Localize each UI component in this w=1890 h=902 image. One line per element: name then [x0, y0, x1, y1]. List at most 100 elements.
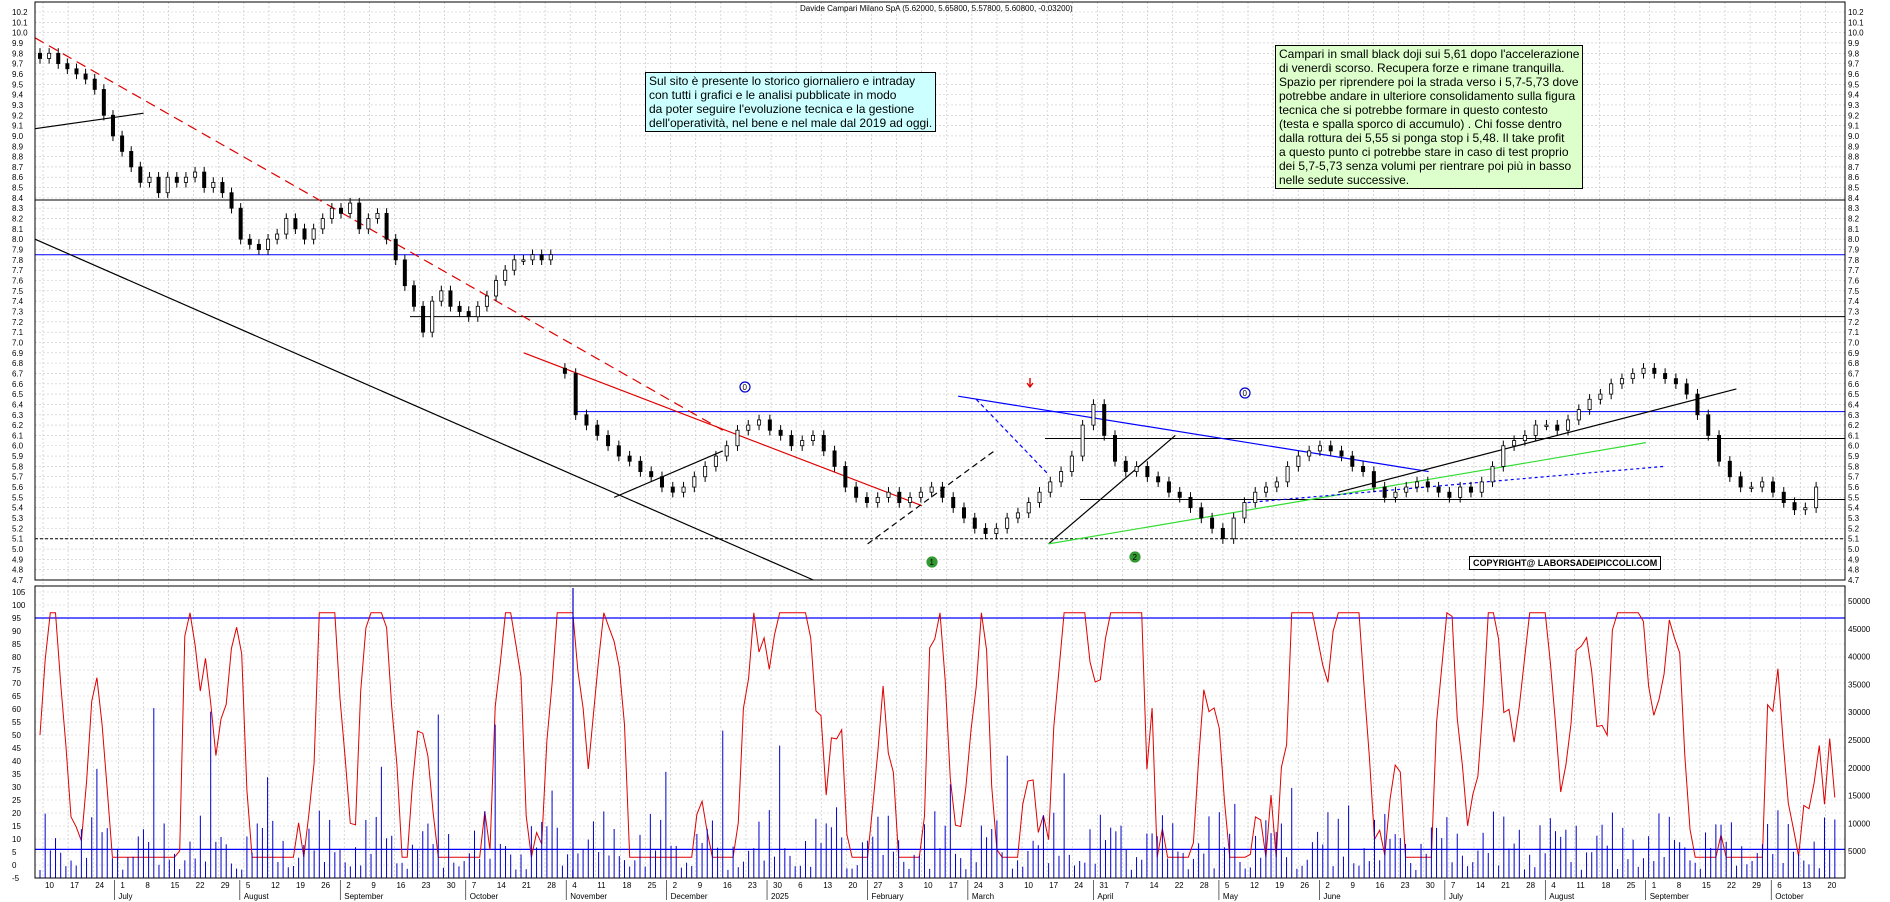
price-tick-label: 5.8 — [12, 462, 24, 471]
candle-body — [1048, 481, 1053, 493]
candle-body — [724, 445, 729, 457]
candle-body — [951, 496, 956, 509]
price-tick-label: 8.1 — [12, 225, 24, 234]
candle-body — [1145, 465, 1150, 478]
candle-body — [1760, 481, 1765, 488]
volume-tick-label: 25000 — [1848, 736, 1871, 745]
x-month-label: October — [1775, 892, 1804, 901]
candle-body — [1533, 424, 1538, 436]
candle-body — [1576, 409, 1581, 421]
x-tick-label: 3 — [999, 881, 1004, 890]
candle-body — [357, 202, 362, 230]
candle-body — [1231, 517, 1236, 540]
candle-body — [1468, 486, 1473, 493]
candle-body — [65, 63, 70, 70]
x-tick-label: 4 — [1551, 881, 1556, 890]
oscillator-line — [39, 611, 1836, 858]
x-tick-label: 19 — [296, 881, 305, 890]
candle-body — [110, 114, 115, 137]
osc-tick-label: 40 — [12, 757, 21, 766]
annotation-marker — [1129, 551, 1141, 563]
candle-body — [1479, 481, 1484, 493]
candle-body — [562, 367, 567, 374]
candle-body — [430, 300, 435, 333]
candle-body — [897, 491, 902, 503]
x-tick-label: 20 — [1827, 881, 1836, 890]
x-tick-label: 13 — [1802, 881, 1811, 890]
candle-body — [1328, 445, 1333, 452]
trend-line — [1048, 442, 1647, 545]
x-tick-label: 22 — [1175, 881, 1184, 890]
x-month-label: October — [470, 892, 499, 901]
price-tick-label: 8.4 — [12, 194, 24, 203]
candle-body — [789, 435, 794, 447]
price-tick-label: 6.1 — [12, 431, 24, 440]
trend-line — [1247, 465, 1665, 504]
price-tick-label: 10.2 — [1848, 8, 1864, 17]
price-tick-label: 6.9 — [1848, 349, 1860, 358]
price-tick-label: 8.7 — [1848, 163, 1860, 172]
price-tick-label: 6.3 — [12, 411, 24, 420]
osc-tick-label: 90 — [12, 627, 21, 636]
price-tick-label: 5.0 — [1848, 545, 1860, 554]
osc-tick-label: 35 — [12, 770, 21, 779]
candle-body — [92, 78, 97, 90]
candle-body — [606, 435, 611, 447]
x-tick-label: 16 — [723, 881, 732, 890]
price-tick-label: 10.2 — [12, 8, 28, 17]
x-tick-label: 9 — [1350, 881, 1355, 890]
price-tick-label: 6.7 — [12, 369, 24, 378]
price-tick-label: 8.1 — [1848, 225, 1860, 234]
candle-body — [1652, 367, 1657, 374]
candle-body — [1188, 496, 1193, 509]
osc-tick-label: 15 — [12, 822, 21, 831]
candle-body — [147, 176, 152, 183]
candle-body — [1544, 424, 1549, 427]
price-tick-label: 9.8 — [1848, 49, 1860, 58]
osc-tick-label: 80 — [12, 653, 21, 662]
osc-tick-label: 30 — [12, 783, 21, 792]
price-tick-label: 4.9 — [1848, 555, 1860, 564]
candle-body — [1339, 450, 1344, 457]
candle-body — [649, 471, 654, 478]
trend-line — [1048, 434, 1176, 545]
candle-body — [638, 460, 643, 472]
volume-tick-label: 40000 — [1848, 653, 1871, 662]
volume-tick-label: 5000 — [1848, 847, 1866, 856]
x-tick-label: 28 — [547, 881, 556, 890]
candle-body — [929, 486, 934, 493]
x-tick-label: 5 — [1225, 881, 1230, 890]
price-tick-label: 4.7 — [12, 576, 24, 585]
price-tick-label: 7.9 — [1848, 246, 1860, 255]
price-tick-label: 8.9 — [1848, 142, 1860, 151]
price-tick-label: 7.4 — [1848, 297, 1860, 306]
candle-body — [1059, 471, 1064, 483]
x-tick-label: 12 — [1250, 881, 1259, 890]
chart-title: Davide Campari Milano SpA (5.62000, 5.65… — [800, 4, 1073, 13]
x-tick-label: 14 — [497, 881, 506, 890]
info-note: Sul sito è presente lo storico giornalie… — [645, 72, 937, 132]
x-tick-label: 30 — [1426, 881, 1435, 890]
price-tick-label: 7.1 — [12, 328, 24, 337]
candle-body — [275, 233, 280, 240]
candle-body — [1458, 486, 1463, 498]
x-tick-label: 10 — [1024, 881, 1033, 890]
price-tick-label: 8.4 — [1848, 194, 1860, 203]
trend-line — [613, 450, 724, 498]
x-tick-label: 2 — [1325, 881, 1330, 890]
trend-line — [34, 238, 814, 581]
x-tick-label: 21 — [522, 881, 531, 890]
candle-body — [767, 419, 772, 431]
volume-tick-label: 35000 — [1848, 680, 1871, 689]
analysis-note: Campari in small black doji sui 5,61 dop… — [1275, 45, 1584, 189]
candle-body — [1371, 471, 1376, 488]
x-tick-label: 26 — [1300, 881, 1309, 890]
price-tick-label: 8.2 — [12, 215, 24, 224]
x-tick-label: 6 — [798, 881, 803, 890]
candle-body — [1069, 455, 1074, 472]
price-tick-label: 9.0 — [12, 132, 24, 141]
price-tick-label: 6.5 — [12, 390, 24, 399]
osc-tick-label: 10 — [12, 835, 21, 844]
trend-line — [34, 112, 144, 130]
price-tick-label: 7.2 — [12, 318, 24, 327]
